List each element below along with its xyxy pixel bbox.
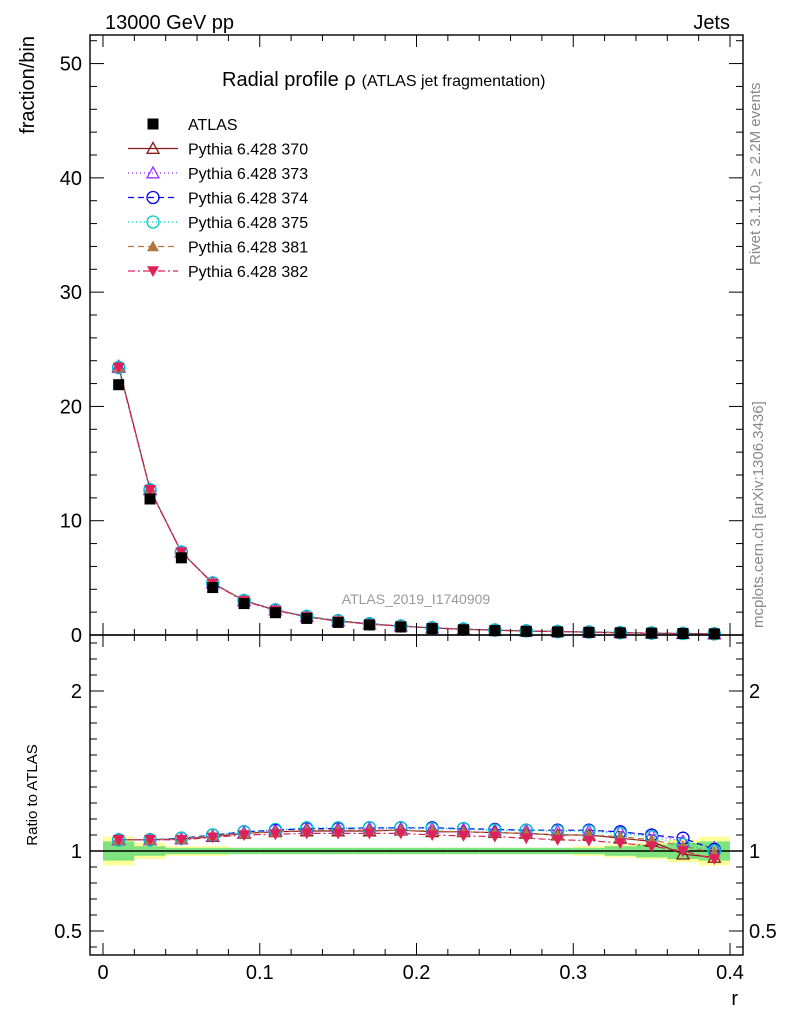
x-tick-label: 0	[97, 962, 108, 984]
main-series-point	[144, 485, 157, 496]
plot-title: Radial profile ρ (ATLAS jet fragmentation…	[222, 69, 545, 91]
ratio-series-point	[112, 835, 125, 846]
atlas-data-point	[426, 623, 438, 635]
legend-label: Pythia 6.428 370	[188, 142, 308, 159]
ratio-series-point	[300, 828, 313, 840]
ratio-y-tick-label-right: 0.5	[749, 921, 777, 943]
main-series-point	[112, 362, 125, 374]
x-tick-label: 0.1	[246, 962, 274, 984]
legend-marker	[147, 266, 159, 277]
legend-label: ATLAS	[188, 117, 238, 134]
mcplots-label: mcplots.cern.ch [arXiv:1306.3436]	[750, 401, 767, 628]
ratio-series-point	[488, 831, 501, 843]
legend-label: Pythia 6.428 374	[188, 191, 308, 208]
atlas-data-point	[520, 625, 532, 637]
ratio-series-point	[363, 828, 376, 840]
ratio-series-point	[457, 831, 470, 842]
legend-marker	[147, 118, 159, 130]
legend-marker	[145, 165, 161, 179]
ratio-series-point	[426, 830, 439, 841]
ylabel-main: fraction/bin	[17, 36, 39, 134]
ratio-series-point	[520, 833, 533, 845]
ratio-y-tick-label: 1	[71, 841, 82, 863]
legend: ATLAS Pythia 6.428 370 Pythia 6.428 373 Pyt…	[128, 117, 308, 281]
atlas-data-point	[207, 582, 219, 594]
atlas-data-point	[646, 627, 658, 639]
header-right: Jets	[693, 12, 730, 34]
atlas-data-point	[269, 607, 281, 619]
legend-label: Pythia 6.428 373	[188, 166, 308, 183]
ratio-y-tick-label: 0.5	[54, 921, 82, 943]
ratio-series-point	[238, 830, 251, 841]
series-lines	[118, 366, 715, 860]
ratio-series-point	[582, 835, 595, 847]
ratio-y-tick-label-right: 1	[749, 841, 760, 863]
x-tick-label: 0.4	[716, 962, 744, 984]
ratio-series-line	[118, 829, 715, 858]
rivet-label: Rivet 3.1.10, ≥ 2.2M events	[747, 83, 764, 266]
y-tick-label: 30	[60, 282, 82, 304]
legend-marker	[147, 240, 159, 252]
atlas-data-point	[238, 598, 250, 610]
legend-label: Pythia 6.428 375	[188, 215, 308, 232]
ratio-y-tick-label-right: 2	[749, 681, 760, 703]
y-tick-label: 10	[60, 511, 82, 533]
atlas-data-point	[175, 552, 187, 564]
atlas-data-point	[113, 379, 125, 391]
x-tick-label: 0.3	[559, 962, 587, 984]
x-tick-label: 0.2	[403, 962, 431, 984]
y-tick-label: 20	[60, 396, 82, 418]
ratio-series-point	[551, 835, 564, 846]
ratio-series-point	[175, 835, 188, 846]
atlas-data-point	[583, 626, 595, 638]
ratio-frame	[89, 634, 744, 956]
ratio-y-tick-label: 2	[71, 681, 82, 703]
watermark: ATLAS_2019_I1740909	[342, 591, 491, 607]
atlas-data-point	[552, 626, 564, 638]
atlas-data-point	[614, 627, 626, 639]
y-tick-label: 40	[60, 168, 82, 190]
atlas-data-point	[363, 619, 375, 631]
atlas-data-point	[332, 616, 344, 628]
axes: 0 0.1 0.2 0.3 0.4 0 10 20 30 40 50 0.5 0.5 1 1 2 2	[54, 34, 777, 984]
y-tick-label: 50	[60, 54, 82, 76]
ratio-series-point	[206, 832, 219, 844]
legend-label: Pythia 6.428 381	[188, 240, 308, 257]
ratio-series-point	[144, 835, 157, 846]
legend-marker	[146, 215, 160, 229]
xlabel: r	[731, 988, 738, 1010]
atlas-data-point	[395, 621, 407, 633]
atlas-data-point	[301, 612, 313, 624]
atlas-data-point	[677, 628, 689, 640]
ratio-series-point	[394, 828, 407, 840]
legend-label: Pythia 6.428 382	[188, 264, 308, 281]
data-markers	[111, 359, 722, 865]
legend-marker	[146, 190, 160, 205]
header-left: 13000 GeV pp	[105, 12, 234, 34]
atlas-data-point	[489, 625, 501, 637]
ratio-series-point	[675, 846, 691, 860]
ratio-series-point	[645, 841, 658, 853]
atlas-data-point	[708, 628, 720, 640]
legend-marker	[145, 141, 161, 154]
ratio-series-point	[676, 846, 689, 857]
ratio-series-point	[708, 854, 721, 865]
ratio-series-point	[614, 838, 627, 849]
ratio-series-point	[332, 828, 345, 840]
y-tick-label: 0	[71, 625, 82, 647]
ratio-series-point	[269, 829, 282, 841]
atlas-data-point	[144, 493, 156, 505]
atlas-data-point	[458, 624, 470, 636]
ylabel-ratio: Ratio to ATLAS	[24, 744, 41, 845]
